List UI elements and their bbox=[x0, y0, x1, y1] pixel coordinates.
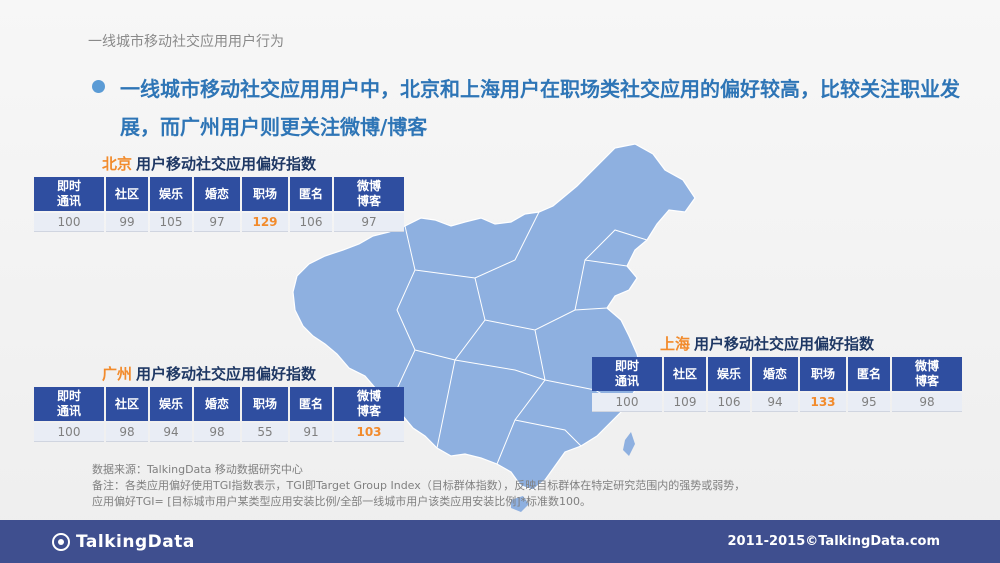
col-anonymous: 匿名 bbox=[290, 387, 332, 421]
remark-note: 备注：各类应用偏好使用TGI指数表示，TGI即Target Group Inde… bbox=[92, 479, 746, 492]
guangzhou-table-title: 广州 用户移动社交应用偏好指数 bbox=[32, 363, 406, 385]
col-dating: 婚恋 bbox=[194, 177, 240, 211]
table-cell: 106 bbox=[708, 393, 750, 412]
formula-note: 应用偏好TGI= [目标城市用户某类型应用安装比例/全部一线城市用户该类应用安装… bbox=[92, 495, 591, 508]
beijing-city-label: 北京 bbox=[102, 155, 133, 173]
guangzhou-table-block: 广州 用户移动社交应用偏好指数 即时 通讯 社区 娱乐 婚恋 职场 匿名 微博 博客 … bbox=[32, 363, 406, 444]
beijing-title-text: 用户移动社交应用偏好指数 bbox=[136, 155, 317, 173]
table-cell: 100 bbox=[592, 393, 662, 412]
guangzhou-title-text: 用户移动社交应用偏好指数 bbox=[136, 365, 317, 383]
source-note: 数据来源：TalkingData 移动数据研究中心 bbox=[92, 463, 303, 476]
col-weibo: 微博 博客 bbox=[334, 177, 404, 211]
col-career: 职场 bbox=[242, 177, 288, 211]
col-community: 社区 bbox=[106, 387, 148, 421]
table-cell-highlight: 129 bbox=[242, 213, 288, 232]
table-cell: 95 bbox=[848, 393, 890, 412]
table-cell: 97 bbox=[334, 213, 404, 232]
taiwan-island bbox=[623, 432, 635, 456]
table-cell: 98 bbox=[194, 423, 240, 442]
logo-text: TalkingData bbox=[76, 532, 195, 552]
table-row: 100 98 94 98 55 91 103 bbox=[34, 423, 404, 442]
table-header-row: 即时 通讯 社区 娱乐 婚恋 职场 匿名 微博 博客 bbox=[592, 357, 962, 391]
table-cell: 100 bbox=[34, 213, 104, 232]
talkingdata-logo-icon bbox=[52, 533, 70, 551]
col-community: 社区 bbox=[664, 357, 706, 391]
section-title: 一线城市移动社交应用用户行为 bbox=[88, 34, 284, 50]
table-cell: 106 bbox=[290, 213, 332, 232]
table-cell: 100 bbox=[34, 423, 104, 442]
shanghai-table-title: 上海 用户移动社交应用偏好指数 bbox=[590, 333, 964, 355]
table-cell: 105 bbox=[150, 213, 192, 232]
col-anonymous: 匿名 bbox=[290, 177, 332, 211]
guangzhou-pref-table: 即时 通讯 社区 娱乐 婚恋 职场 匿名 微博 博客 100 98 94 98 55… bbox=[32, 385, 406, 444]
table-cell: 91 bbox=[290, 423, 332, 442]
shanghai-city-label: 上海 bbox=[660, 335, 691, 353]
table-header-row: 即时 通讯 社区 娱乐 婚恋 职场 匿名 微博 博客 bbox=[34, 177, 404, 211]
shanghai-pref-table: 即时 通讯 社区 娱乐 婚恋 职场 匿名 微博 博客 100 109 106 94 … bbox=[590, 355, 964, 414]
bullet-icon bbox=[92, 80, 105, 93]
footer-bar: TalkingData 2011-2015©TalkingData.com bbox=[0, 520, 1000, 563]
table-header-row: 即时 通讯 社区 娱乐 婚恋 职场 匿名 微博 博客 bbox=[34, 387, 404, 421]
table-row: 100 109 106 94 133 95 98 bbox=[592, 393, 962, 412]
guangzhou-city-label: 广州 bbox=[102, 365, 133, 383]
col-entertainment: 娱乐 bbox=[150, 387, 192, 421]
col-community: 社区 bbox=[106, 177, 148, 211]
table-cell: 55 bbox=[242, 423, 288, 442]
col-anonymous: 匿名 bbox=[848, 357, 890, 391]
copyright: 2011-2015©TalkingData.com bbox=[727, 534, 940, 549]
col-weibo: 微博 博客 bbox=[892, 357, 962, 391]
col-weibo: 微博 博客 bbox=[334, 387, 404, 421]
col-im: 即时 通讯 bbox=[34, 177, 104, 211]
table-cell: 109 bbox=[664, 393, 706, 412]
table-cell: 98 bbox=[892, 393, 962, 412]
table-cell: 94 bbox=[752, 393, 798, 412]
col-career: 职场 bbox=[242, 387, 288, 421]
col-im: 即时 通讯 bbox=[34, 387, 104, 421]
shanghai-table-block: 上海 用户移动社交应用偏好指数 即时 通讯 社区 娱乐 婚恋 职场 匿名 微博 博客 … bbox=[590, 333, 964, 414]
table-row: 100 99 105 97 129 106 97 bbox=[34, 213, 404, 232]
col-entertainment: 娱乐 bbox=[150, 177, 192, 211]
talkingdata-logo: TalkingData bbox=[52, 532, 195, 552]
table-cell-highlight: 133 bbox=[800, 393, 846, 412]
beijing-table-block: 北京 用户移动社交应用偏好指数 即时 通讯 社区 娱乐 婚恋 职场 匿名 微博 博客 … bbox=[32, 153, 406, 234]
table-cell: 97 bbox=[194, 213, 240, 232]
headline: 一线城市移动社交应用用户中，北京和上海用户在职场类社交应用的偏好较高，比较关注职… bbox=[120, 77, 960, 139]
notes: 数据来源：TalkingData 移动数据研究中心 备注：各类应用偏好使用TGI… bbox=[92, 462, 972, 510]
col-career: 职场 bbox=[800, 357, 846, 391]
hainan-island bbox=[511, 496, 529, 512]
table-cell-highlight: 103 bbox=[334, 423, 404, 442]
shanghai-title-text: 用户移动社交应用偏好指数 bbox=[694, 335, 875, 353]
table-cell: 94 bbox=[150, 423, 192, 442]
table-cell: 99 bbox=[106, 213, 148, 232]
col-dating: 婚恋 bbox=[752, 357, 798, 391]
col-im: 即时 通讯 bbox=[592, 357, 662, 391]
col-entertainment: 娱乐 bbox=[708, 357, 750, 391]
beijing-pref-table: 即时 通讯 社区 娱乐 婚恋 职场 匿名 微博 博客 100 99 105 97 1… bbox=[32, 175, 406, 234]
col-dating: 婚恋 bbox=[194, 387, 240, 421]
table-cell: 98 bbox=[106, 423, 148, 442]
beijing-table-title: 北京 用户移动社交应用偏好指数 bbox=[32, 153, 406, 175]
province-borders bbox=[388, 211, 648, 465]
